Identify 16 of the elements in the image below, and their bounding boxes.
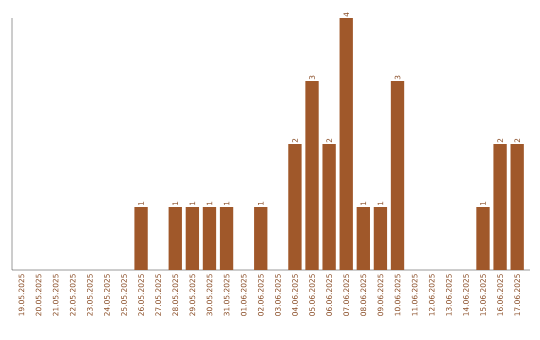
bar (493, 144, 507, 270)
bar (186, 207, 200, 270)
bar (134, 207, 148, 270)
bar (390, 81, 404, 270)
bar (288, 144, 302, 270)
bar (220, 207, 234, 270)
bar (340, 18, 353, 270)
bar (168, 207, 182, 270)
bar (322, 144, 336, 270)
bar (202, 207, 216, 270)
bar (476, 207, 490, 270)
bar (374, 207, 388, 270)
bar (510, 144, 524, 270)
bar (305, 81, 319, 270)
bar (254, 207, 268, 270)
bar (356, 207, 370, 270)
